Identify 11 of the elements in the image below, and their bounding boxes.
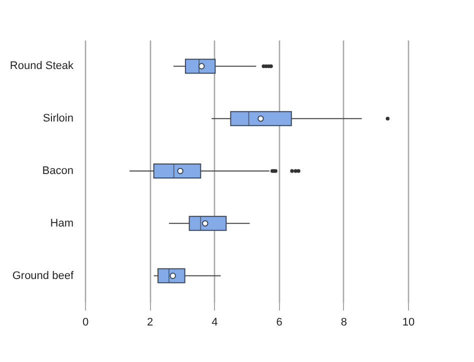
y-tick-label: Round Steak (10, 60, 74, 72)
y-tick-label: Sirloin (42, 112, 74, 125)
y-tick-label: Ham (50, 217, 74, 230)
x-tick-label: 0 (82, 316, 89, 328)
x-tick-label: 10 (402, 316, 415, 328)
x-tick-label: 2 (147, 316, 154, 328)
y-tick-label: Ground beef (12, 270, 74, 282)
y-tick-label: Bacon (42, 165, 74, 177)
x-tick-label: 4 (212, 316, 218, 328)
x-tick-label: 6 (276, 316, 282, 328)
x-tick-label: 8 (340, 316, 347, 328)
